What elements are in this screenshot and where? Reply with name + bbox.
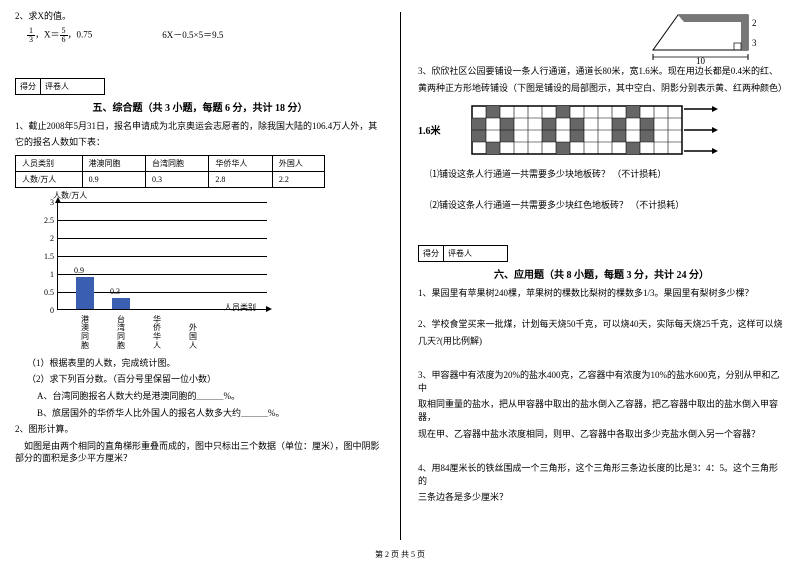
fraction-5-6: 56 — [60, 27, 68, 44]
th-1: 港澳同胞 — [82, 155, 145, 171]
q2-body: 如图是由两个相同的直角梯形重叠而成的，图中只标出三个数据（单位：厘米），图中阴影… — [15, 440, 385, 465]
bar-chart: 人数/万人 人员类别 32.521.510.500.90.3港 澳 同 胞台 湾… — [31, 194, 291, 349]
grader-label: 评卷人 — [41, 79, 73, 94]
equation-row: 13，X＝56，0.75 6X－0.5×5＝9.5 — [15, 27, 385, 44]
th-0: 人员类别 — [16, 155, 83, 171]
td-label: 人数/万人 — [16, 171, 83, 187]
q3-sub2: ⑵铺设这条人行通道一共需要多少块红色地板砖？ （不计损耗） — [418, 199, 785, 212]
q3-line1: 3、欣欣社区公园要铺设一条人行通道，通道长80米，宽1.6米。现在用边长都是0.… — [418, 65, 785, 78]
q1-sub1: （1）根据表里的人数，完成统计图。 — [15, 357, 385, 370]
volunteer-table: 人员类别 港澳同胞 台湾同胞 华侨华人 外国人 人数/万人 0.9 0.3 2.… — [15, 155, 325, 188]
section-6-title: 六、应用题（共 8 小题，每题 3 分，共计 24 分） — [418, 266, 785, 281]
td-1: 0.3 — [145, 171, 208, 187]
s6-q3b: 取相同重量的盐水，把从甲容器中取出的盐水倒入乙容器，把乙容器中取出的盐水倒入甲容… — [418, 398, 785, 423]
trapezoid-figure: 10 3 2 — [648, 10, 768, 65]
right-column: 10 3 2 3、欣欣社区公园要铺设一条人行通道，通道长80米，宽1.6米。现在… — [400, 0, 800, 565]
table-data-row: 人数/万人 0.9 0.3 2.8 2.2 — [16, 171, 325, 187]
q3-sub1: ⑴铺设这条人行通道一共需要多少块地板砖？ （不计损耗） — [418, 168, 785, 181]
page-footer: 第 2 页 共 5 页 — [0, 549, 800, 560]
q1-sub2: （2）求下列百分数。（百分号里保留一位小数） — [15, 373, 385, 386]
trap-side-label: 3 — [752, 38, 757, 48]
path-svg — [468, 102, 728, 158]
equation-left: 13，X＝56，0.75 — [27, 27, 92, 44]
trap-base-label: 10 — [696, 56, 706, 65]
s6-q3a: 3、甲容器中有浓度为20%的盐水400克，乙容器中有浓度为10%的盐水600克，… — [418, 369, 785, 394]
problem-2-title: 2、求X的值。 — [15, 10, 385, 23]
fraction-1-3: 13 — [27, 27, 35, 44]
trap-height-label: 2 — [752, 18, 757, 28]
path-width-label: 1.6米 — [418, 122, 441, 137]
th-3: 华侨华人 — [209, 155, 272, 171]
th-2: 台湾同胞 — [145, 155, 208, 171]
s6-q1: 1、果园里有苹果树240棵，苹果树的棵数比梨树的棵数多1/3。果园里有梨树多少棵… — [418, 287, 785, 300]
q1-sub2b: B、旅居国外的华侨华人比外国人的报名人数多大约＿＿＿%。 — [15, 407, 385, 420]
s6-q2a: 2、学校食堂买来一批煤，计划每天烧50千克，可以烧40天，实际每天烧25千克，这… — [418, 318, 785, 331]
path-grid: 1.6米 — [468, 102, 728, 160]
section-5-title: 五、综合题（共 3 小题，每题 6 分，共计 18 分） — [15, 99, 385, 114]
table-header-row: 人员类别 港澳同胞 台湾同胞 华侨华人 外国人 — [16, 155, 325, 171]
th-4: 外国人 — [272, 155, 324, 171]
trapezoid-svg: 10 3 2 — [648, 10, 768, 65]
equation-right: 6X－0.5×5＝9.5 — [162, 29, 223, 42]
s6-q2b: 几天?(用比例解) — [418, 335, 785, 348]
score-label: 得分 — [16, 79, 41, 94]
left-column: 2、求X的值。 13，X＝56，0.75 6X－0.5×5＝9.5 得分 评卷人… — [0, 0, 400, 565]
s6-q4a: 4、用84厘米长的铁丝围成一个三角形，这个三角形三条边长度的比是3：4：5。这个… — [418, 462, 785, 487]
grader-label-2: 评卷人 — [444, 246, 476, 261]
td-3: 2.2 — [272, 171, 324, 187]
q2-title: 2、图形计算。 — [15, 423, 385, 436]
td-2: 2.8 — [209, 171, 272, 187]
q1-line1: 1、截止2008年5月31日，报名申请成为北京奥运会志愿者的，除我国大陆的106… — [15, 120, 385, 133]
q1-line2: 它的报名人数如下表： — [15, 136, 385, 149]
score-box: 得分 评卷人 — [15, 78, 105, 95]
score-box-2: 得分 评卷人 — [418, 245, 508, 262]
s6-q3c: 现在甲、乙容器中盐水浓度相同，则甲、乙容器中各取出多少克盐水倒入另一个容器？ — [418, 428, 785, 441]
s6-q4b: 三条边各是多少厘米？ — [418, 491, 785, 504]
chart-axes: 32.521.510.500.90.3港 澳 同 胞台 湾 同 胞华 侨 华 人… — [57, 202, 267, 310]
q3-line2: 黄两种正方形地砖铺设（下图是铺设的局部图示，其中空白、阴影分别表示黄、红两种颜色… — [418, 82, 785, 95]
score-label-2: 得分 — [419, 246, 444, 261]
q1-sub2a: A、台湾同胞报名人数大约是港澳同胞的＿＿＿%。 — [15, 390, 385, 403]
td-0: 0.9 — [82, 171, 145, 187]
